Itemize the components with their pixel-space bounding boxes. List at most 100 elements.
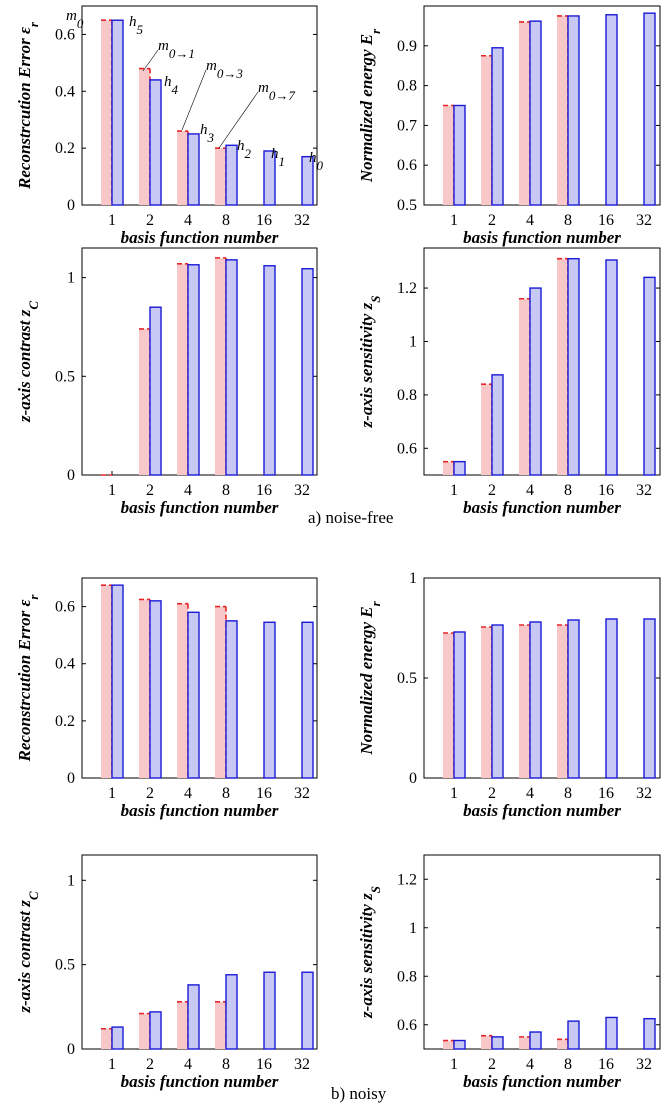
blue-bar-32 [643,276,656,476]
blue-bar-4 [529,1031,542,1050]
red-bar-2 [139,1012,151,1049]
x-tick-label: 32 [636,785,652,802]
y-tick-label: 0.4 [55,656,75,673]
blue-bar-16 [263,150,276,206]
x-tick-label: 2 [146,1056,154,1073]
x-tick-label: 1 [450,785,458,802]
x-tick-label: 16 [256,482,272,499]
x-tick-label: 8 [564,1056,572,1073]
red-bar-2 [139,598,151,778]
y-tick-label: 0.8 [397,968,417,985]
x-tick-label: 1 [108,212,116,229]
blue-bar-16 [605,14,618,206]
blue-bar-8 [225,144,238,206]
caption-noisy: b) noisy [331,1084,387,1103]
y-tick-label: 1.2 [397,280,417,297]
red-bar-4 [519,624,531,778]
blue-bar-8 [567,257,580,476]
red-bar-8 [215,147,227,205]
y-tick-label: 0.5 [397,670,417,687]
svg-text:m0→7: m0→7 [258,80,295,103]
x-tick-label: 16 [256,1056,272,1073]
x-tick-label: 32 [294,785,310,802]
blue-bar-8 [225,620,238,779]
svg-text:h2: h2 [237,138,252,161]
x-tick-label: 8 [222,1056,230,1073]
blue-bar-16 [605,618,618,779]
svg-text:h4: h4 [164,74,179,97]
red-bar-1 [443,1039,455,1049]
y-tick-label: 0.7 [397,117,417,134]
x-tick-label: 4 [526,785,534,802]
y-tick-label: 0.8 [397,78,417,95]
y-tick-label: 0.4 [55,83,75,100]
y-tick-label: 0 [67,770,75,787]
x-tick-label: 4 [184,1056,192,1073]
red-bar-4 [177,130,189,205]
x-tick-label: 4 [184,482,192,499]
y-axis-label: z-axis sensitivity zS [357,886,383,1019]
blue-bar-4 [187,611,200,779]
x-axis-label: basis function number [121,801,279,820]
y-tick-label: 0 [67,467,75,484]
red-bar-2 [481,383,493,475]
x-tick-label: 2 [488,785,496,802]
x-tick-label: 32 [294,482,310,499]
red-bar-2 [139,328,151,475]
blue-bar-1 [453,104,466,206]
red-bar-2 [481,1034,493,1049]
blue-bar-8 [567,15,580,206]
axes-box [423,854,661,1050]
y-tick-label: 0.2 [55,713,75,730]
x-tick-label: 16 [598,482,614,499]
y-tick-label: 0 [67,1041,75,1058]
x-tick-label: 2 [146,212,154,229]
red-bar-2 [139,67,151,206]
panel-b_energy: 0 0.5 1 1 2 4 8 16 32 basis function number Normal… [357,570,661,820]
x-axis-label: basis function number [463,801,621,820]
annotation-8: h1 [271,146,285,169]
x-tick-label: 32 [636,482,652,499]
y-tick-label: 0.6 [397,440,417,457]
blue-bar-4 [187,984,200,1050]
y-tick-label: 0 [409,770,417,787]
annotation-9: h0 [309,150,324,173]
red-bar-4 [519,1036,531,1049]
panel-b_err: 0 0.2 0.4 0.6 1 2 4 8 16 32 basis function number R… [15,577,318,820]
blue-bar-32 [301,621,314,779]
x-tick-label: 32 [294,1056,310,1073]
svg-text:h5: h5 [129,14,144,37]
x-tick-label: 32 [636,212,652,229]
x-tick-label: 32 [294,212,310,229]
blue-bar-32 [301,971,314,1050]
x-tick-label: 8 [564,482,572,499]
axes-box [423,5,661,206]
y-axis-label: Normalized energy Er [357,600,383,755]
y-tick-label: 1 [67,270,75,287]
x-tick-label: 4 [184,212,192,229]
x-tick-label: 8 [564,212,572,229]
x-axis-label: basis function number [121,228,279,247]
y-axis-label: z-axis contrast zC [15,301,41,423]
y-axis-label: Reconstrcution Error εr [15,21,41,190]
blue-bar-32 [301,268,314,476]
red-bar-1 [443,460,455,475]
annotation-7: h2 [237,138,252,161]
y-axis-label: Normalized energy Er [357,28,383,183]
x-tick-label: 1 [108,785,116,802]
svg-text:h3: h3 [200,122,215,145]
y-axis-label: Reconstrcution Error εr [15,594,41,763]
blue-bar-2 [149,79,162,206]
caption-noise-free: a) noise-free [308,508,393,527]
annotation-1: h5 [129,14,144,37]
x-tick-label: 4 [526,482,534,499]
blue-bar-1 [453,631,466,779]
x-tick-label: 4 [184,785,192,802]
blue-bar-16 [263,971,276,1050]
red-bar-1 [101,1027,113,1049]
annotation-3: h4 [164,74,179,97]
panel-a_sens: 0.6 0.8 1 1.2 1 2 4 8 16 32 basis function number z… [357,247,661,517]
annotation-6: m0→7 [218,80,295,149]
red-bar-1 [101,584,113,778]
y-tick-label: 0.6 [55,26,75,43]
